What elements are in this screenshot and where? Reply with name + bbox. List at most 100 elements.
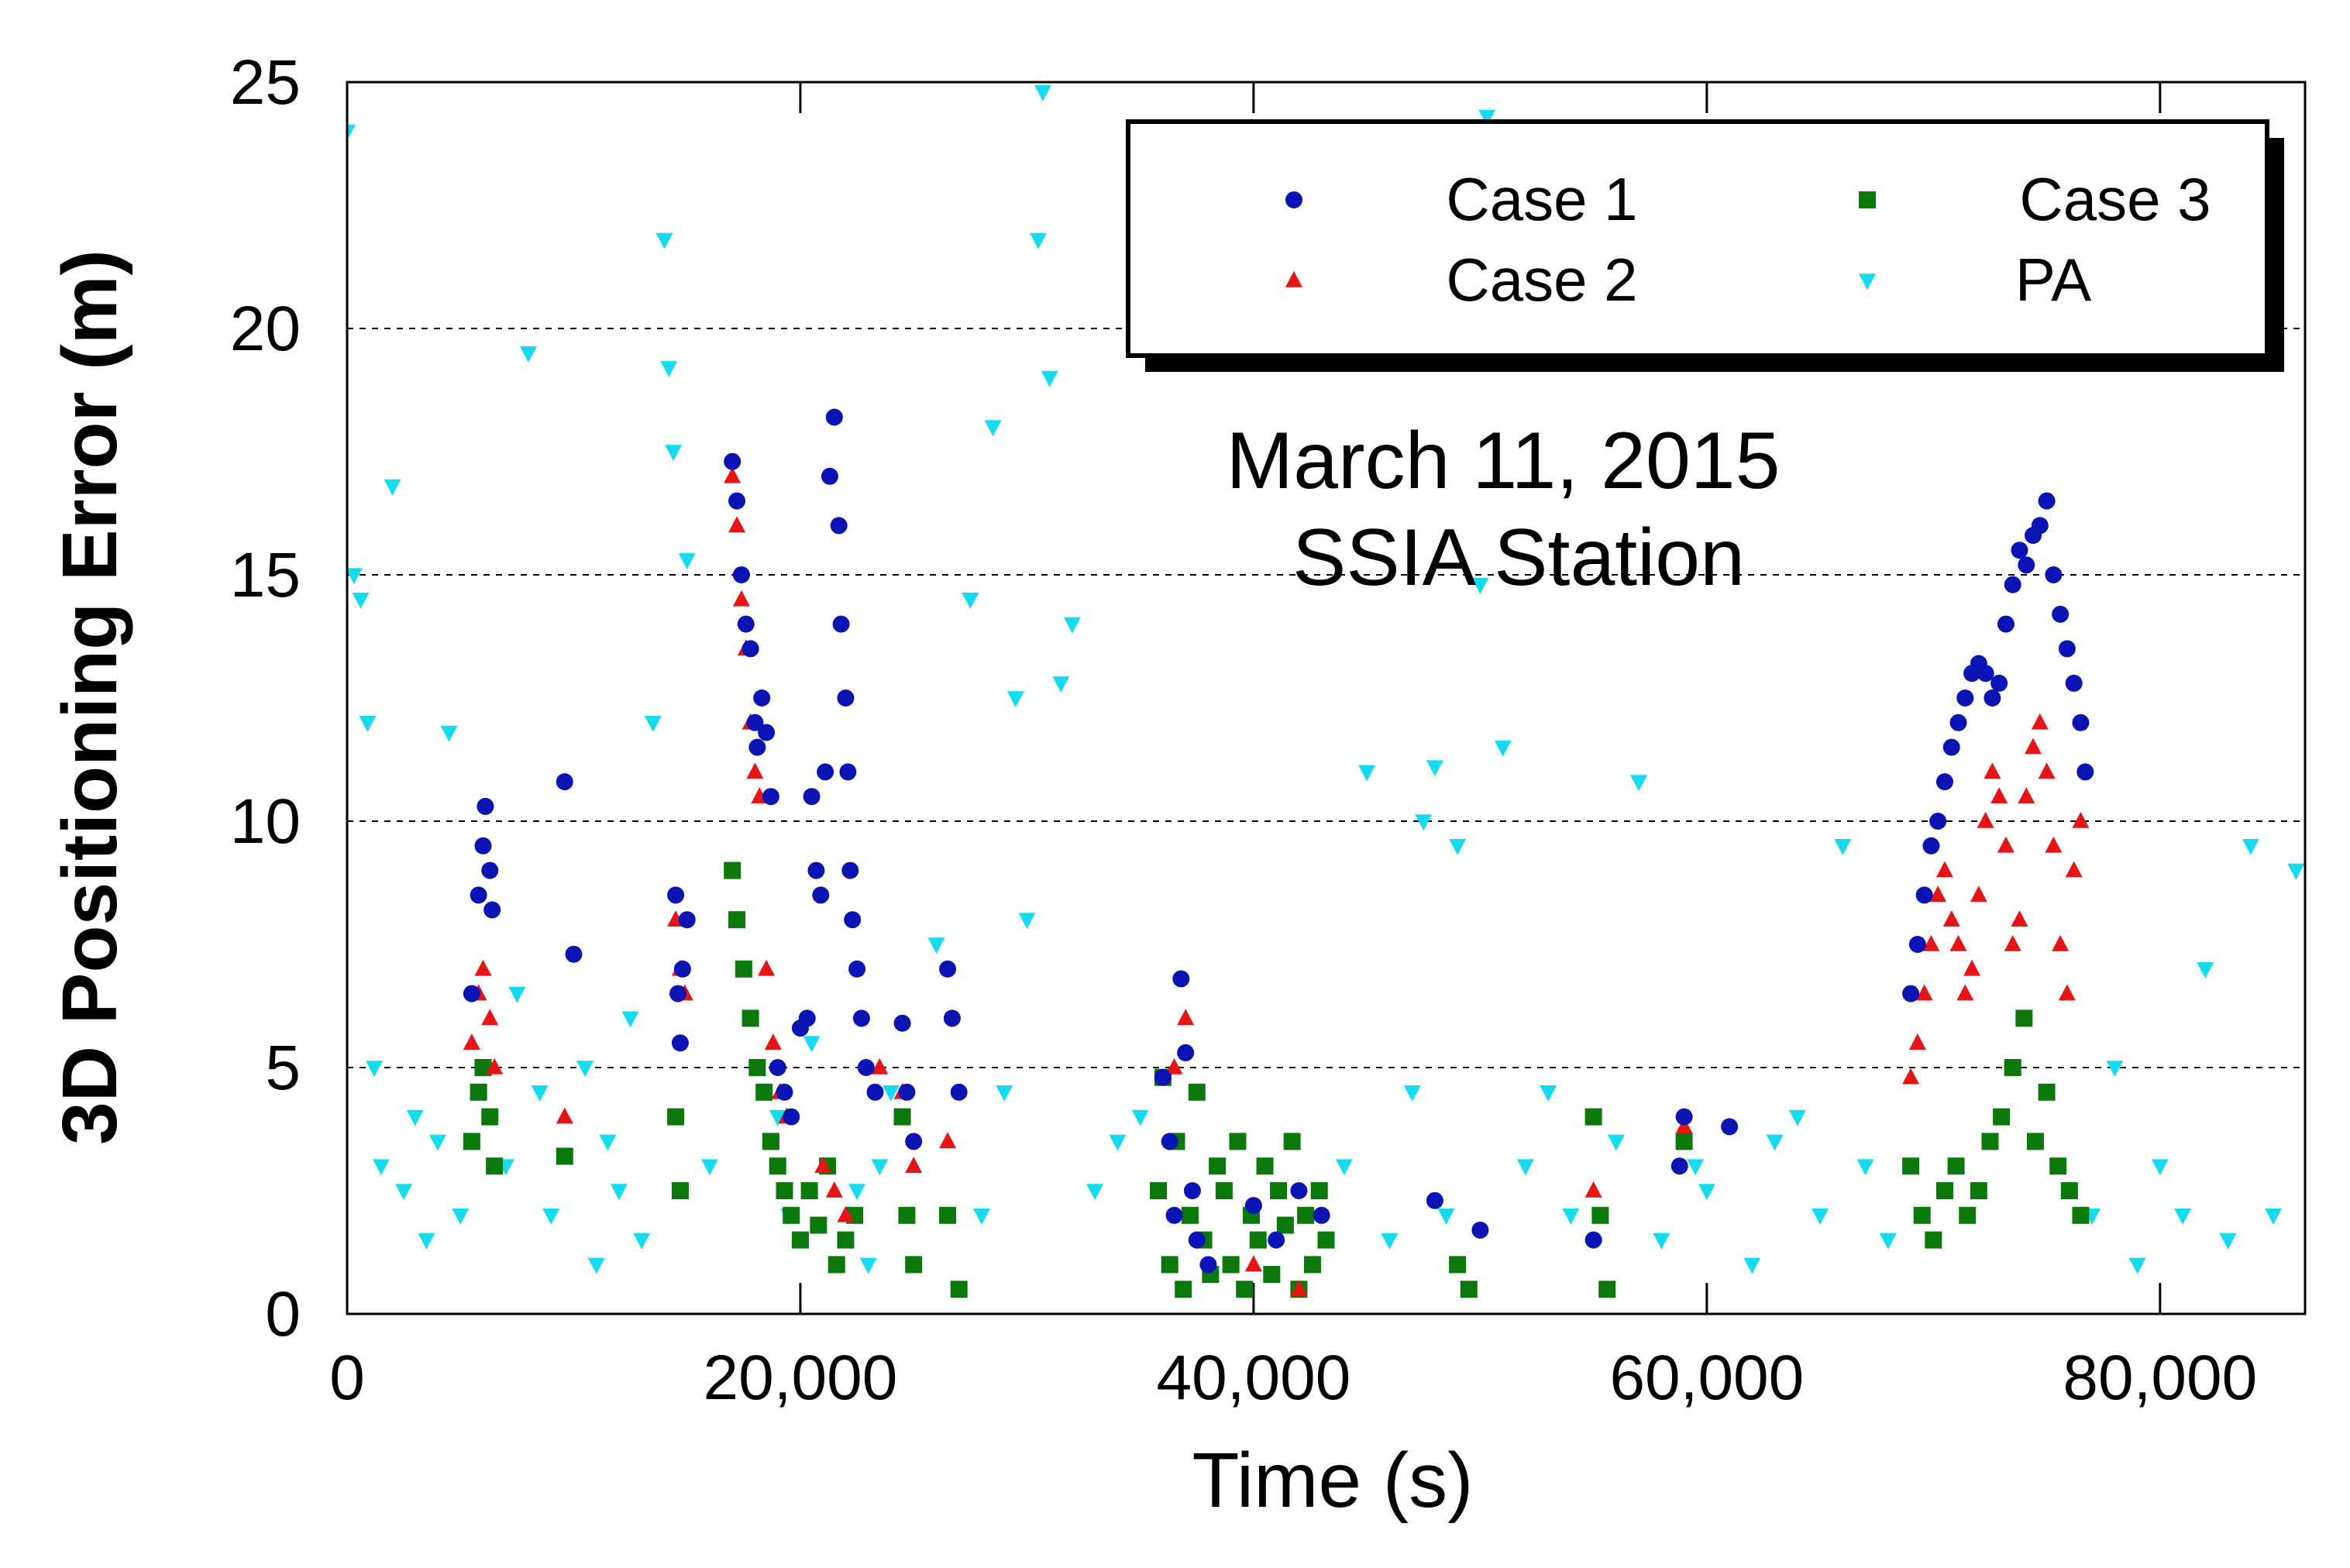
point-case-3 [939, 1206, 957, 1224]
point-case-3 [1303, 1256, 1321, 1274]
point-case-1 [821, 467, 838, 485]
point-pa [1358, 765, 1376, 782]
point-case-2 [1942, 910, 1960, 927]
y-tick-label: 5 [265, 1033, 301, 1103]
legend-label-case-1: Case 1 [1446, 165, 1637, 233]
y-tick-label: 20 [230, 294, 301, 364]
point-case-3 [1584, 1108, 1602, 1126]
point-case-2 [732, 590, 750, 607]
point-pa [678, 553, 696, 570]
point-case-1 [943, 1009, 961, 1027]
point-pa [587, 1257, 605, 1274]
point-pa [395, 1184, 413, 1201]
point-case-2 [481, 1009, 499, 1026]
point-case-3 [748, 1059, 766, 1076]
point-case-2 [2018, 787, 2035, 803]
point-case-3 [1959, 1206, 1977, 1224]
point-pa [665, 445, 683, 462]
point-case-2 [1984, 762, 2001, 779]
point-pa [366, 1061, 384, 1078]
point-pa [1041, 370, 1058, 387]
point-pa [644, 716, 662, 732]
legend-label-case-2: Case 2 [1446, 246, 1637, 314]
point-case-3 [1591, 1206, 1609, 1224]
point-case-1 [2072, 714, 2090, 731]
point-pa [1743, 1257, 1761, 1274]
point-case-3 [1276, 1216, 1294, 1234]
point-case-1 [841, 861, 859, 879]
point-pa [576, 1061, 594, 1078]
point-case-2 [1929, 885, 1947, 903]
point-case-2 [1922, 934, 1940, 951]
point-pa [1052, 676, 1070, 693]
point-pa [519, 346, 537, 363]
point-pa [1478, 109, 1496, 126]
point-case-2 [939, 1132, 957, 1149]
point-case-1 [671, 1034, 689, 1052]
point-case-3 [950, 1281, 968, 1298]
point-pa [1437, 1209, 1455, 1225]
point-case-2 [764, 1033, 782, 1050]
point-case-2 [474, 959, 492, 976]
point-case-2 [1584, 1181, 1602, 1198]
point-case-1 [812, 886, 830, 904]
point-case-2 [1908, 1033, 1926, 1050]
point-case-3 [667, 1108, 685, 1126]
x-tick-label: 20,000 [704, 1343, 898, 1413]
point-case-3 [1256, 1157, 1274, 1175]
point-pa [655, 232, 673, 249]
point-pa [1449, 839, 1467, 855]
point-case-3 [905, 1256, 923, 1274]
point-case-1 [728, 492, 746, 510]
point-pa [1630, 775, 1648, 792]
point-pa [1494, 740, 1512, 757]
point-case-1 [1990, 674, 2008, 692]
point-case-1 [2038, 492, 2056, 510]
point-case-1 [724, 452, 741, 470]
point-case-2 [871, 1057, 889, 1075]
point-case-1 [1177, 1044, 1195, 1061]
point-case-2 [1970, 885, 1987, 903]
point-case-2 [1977, 811, 1994, 828]
point-case-2 [758, 959, 776, 976]
point-pa [1030, 232, 1048, 249]
point-case-3 [2038, 1083, 2056, 1101]
point-case-3 [2072, 1206, 2090, 1224]
point-case-1 [798, 1009, 816, 1027]
point-pa [1063, 617, 1081, 634]
point-pa [871, 1159, 889, 1176]
point-case-1 [565, 945, 583, 963]
point-case-3 [762, 1133, 779, 1150]
point-case-2 [2011, 910, 2028, 927]
point-case-1 [1977, 665, 1994, 683]
point-case-2 [2031, 713, 2049, 730]
annotation-date: March 11, 2015 [1227, 416, 1781, 506]
point-pa [1018, 913, 1036, 930]
point-case-1 [1188, 1231, 1206, 1249]
point-case-1 [1675, 1108, 1693, 1126]
point-pa [2265, 1209, 2283, 1225]
point-pa [1653, 1233, 1670, 1250]
point-case-1 [667, 886, 685, 904]
point-case-3 [671, 1182, 689, 1199]
point-case-2 [905, 1157, 923, 1173]
series-pa [347, 84, 2305, 1274]
point-pa [1471, 577, 1489, 594]
point-pa [2151, 1159, 2169, 1176]
point-case-3 [2026, 1133, 2044, 1150]
point-case-1 [783, 1108, 800, 1126]
point-pa [1426, 760, 1443, 777]
point-case-3 [1317, 1231, 1335, 1249]
point-case-3 [486, 1157, 504, 1175]
point-case-3 [735, 960, 752, 978]
point-case-3 [1981, 1133, 1999, 1150]
point-case-1 [2045, 566, 2063, 583]
point-pa [1006, 691, 1024, 708]
point-pa [1415, 814, 1433, 831]
point-pa [1812, 1209, 1829, 1225]
point-case-3 [898, 1206, 916, 1224]
point-case-1 [1997, 615, 2015, 633]
point-case-3 [741, 1009, 759, 1027]
point-pa [452, 1209, 470, 1225]
point-case-1 [769, 1059, 786, 1076]
